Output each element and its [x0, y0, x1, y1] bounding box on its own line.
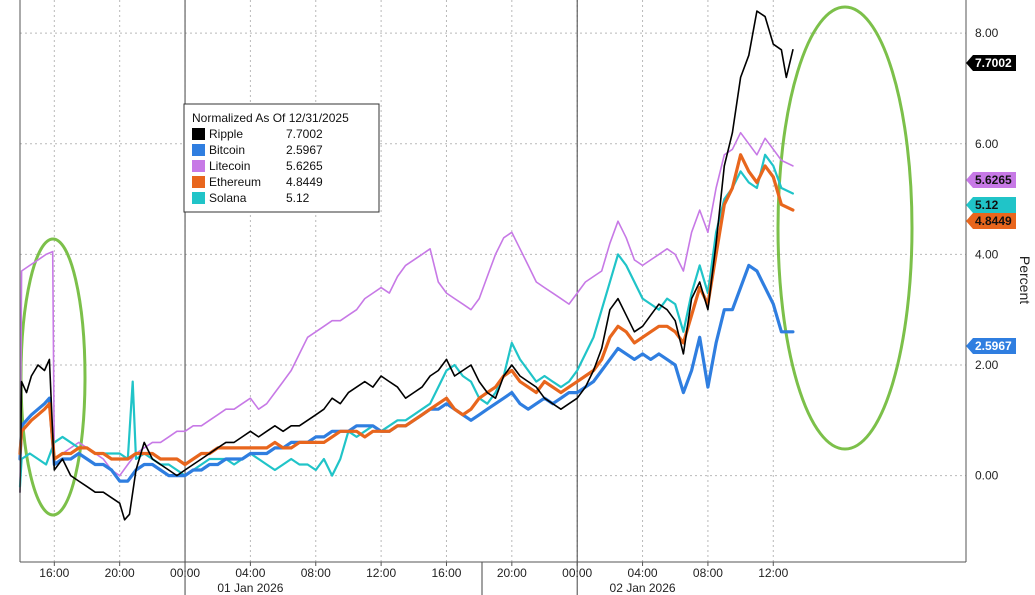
x-tick-label: 08:00 — [693, 566, 723, 580]
legend-series-name: Solana — [209, 191, 247, 205]
legend-entry-solana: Solana 5.12 — [192, 191, 310, 205]
legend-swatch — [192, 176, 205, 188]
y-tick-label: 0.00 — [975, 469, 999, 483]
legend-series-value: 2.5967 — [286, 143, 323, 157]
y-tick-label: 2.00 — [975, 358, 999, 372]
legend-entry-litecoin: Litecoin 5.6265 — [192, 159, 323, 173]
legend-swatch — [192, 144, 205, 156]
legend-series-name: Litecoin — [209, 159, 250, 173]
legend-title: Normalized As Of 12/31/2025 — [192, 111, 349, 125]
legend-series-value: 5.6265 — [286, 159, 323, 173]
tag-background — [966, 197, 1016, 213]
last-value-tag-solana: 5.12 — [966, 197, 1016, 213]
series-lines — [18, 10, 795, 521]
legend-entry-bitcoin: Bitcoin 2.5967 — [192, 143, 323, 157]
tag-background — [966, 213, 1016, 229]
grid-lines — [20, 0, 966, 595]
series-line-ethereum — [18, 153, 795, 467]
tag-value: 2.5967 — [975, 339, 1012, 353]
x-tick-label: 12:00 — [366, 566, 396, 580]
last-value-tag-ripple: 7.7002 — [966, 55, 1016, 71]
legend-series-value: 4.8449 — [286, 175, 323, 189]
tag-value: 5.6265 — [975, 173, 1012, 187]
legend-swatch — [192, 160, 205, 172]
legend-series-name: Ripple — [209, 127, 243, 141]
series-line-ripple — [19, 10, 794, 521]
legend-swatch — [192, 128, 205, 140]
tag-background — [966, 338, 1016, 354]
x-date-label: 01 Jan 2026 — [217, 581, 283, 595]
highlight-ellipses — [19, 5, 914, 517]
last-value-tag-litecoin: 5.6265 — [966, 172, 1016, 188]
y-axis-label: Percent — [1017, 256, 1033, 304]
legend-entry-ripple: Ripple 7.7002 — [192, 127, 323, 141]
legend-series-value: 5.12 — [286, 191, 310, 205]
x-tick-label: 08:00 — [301, 566, 331, 580]
legend: Normalized As Of 12/31/2025 Ripple 7.7002 B… — [183, 103, 380, 213]
tag-background — [966, 55, 1016, 71]
x-tick-label: 16:00 — [431, 566, 461, 580]
axes: 0.00 2.00 4.00 6.00 8.00 16:00 20:00 00:00 04:00… — [19, 0, 1033, 595]
last-value-tag-bitcoin: 2.5967 — [966, 338, 1016, 354]
tag-value: 7.7002 — [975, 56, 1012, 70]
x-date-label: 02 Jan 2026 — [610, 581, 676, 595]
x-tick-label: 12:00 — [758, 566, 788, 580]
y-tick-label: 8.00 — [975, 26, 999, 40]
legend-series-name: Ethereum — [209, 175, 261, 189]
legend-swatch — [192, 192, 205, 204]
legend-series-name: Bitcoin — [209, 143, 245, 157]
x-tick-label: 00:00 — [170, 566, 200, 580]
y-tick-label: 6.00 — [975, 137, 999, 151]
tag-background — [966, 172, 1016, 188]
highlight-ellipse-right — [776, 5, 914, 451]
x-tick-label: 20:00 — [105, 566, 135, 580]
tag-value: 4.8449 — [975, 214, 1012, 228]
legend-box — [183, 103, 380, 213]
y-tick-label: 4.00 — [975, 247, 999, 261]
last-value-tag-ethereum: 4.8449 — [966, 213, 1016, 229]
series-line-solana — [18, 153, 794, 488]
x-tick-label: 20:00 — [497, 566, 527, 580]
x-tick-label: 04:00 — [235, 566, 265, 580]
legend-entry-ethereum: Ethereum 4.8449 — [192, 175, 323, 189]
legend-series-value: 7.7002 — [286, 127, 323, 141]
x-tick-label: 00:00 — [562, 566, 592, 580]
tag-value: 5.12 — [975, 198, 999, 212]
x-tick-label: 04:00 — [628, 566, 658, 580]
x-tick-label: 16:00 — [39, 566, 69, 580]
last-value-tags: 5.12 4.8449 5.6265 2.5967 7.7002 — [966, 55, 1016, 354]
